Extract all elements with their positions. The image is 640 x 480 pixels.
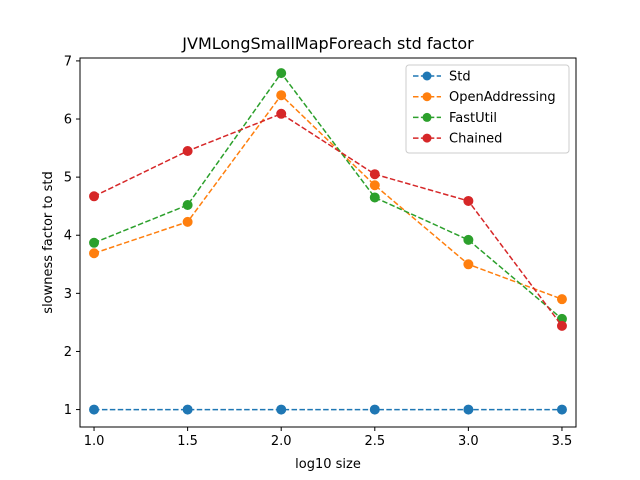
y-tick-label: 6 [64,113,72,128]
data-point-openaddressing [182,216,193,227]
data-point-chained [556,320,567,331]
data-point-std [276,404,287,415]
y-tick-label: 1 [64,403,72,418]
series-line-fastutil [93,71,563,320]
data-point-chained [369,169,380,180]
data-point-std [89,404,100,415]
x-tick-label: 2.0 [271,434,292,449]
series-line-chained [93,112,563,327]
data-point-chained [89,191,100,202]
data-point-chained [182,145,193,156]
data-point-chained [276,108,287,119]
legend-swatch-marker [422,92,432,102]
legend-entry-fastutil: FastUtil [449,111,497,126]
data-point-openaddressing [369,180,380,191]
legend-swatch-marker [422,133,432,143]
y-tick-label: 5 [64,171,72,186]
legend-entry-chained: Chained [449,132,502,147]
data-point-std [182,404,193,415]
x-tick-label: 3.0 [458,434,479,449]
data-point-std [369,404,380,415]
y-tick-label: 4 [64,229,72,244]
data-point-openaddressing [463,259,474,270]
data-point-std [556,404,567,415]
plot-area [89,68,567,415]
data-point-chained [463,195,474,206]
legend-entry-std: Std [449,70,471,85]
data-point-fastutil [369,192,380,203]
x-tick-label: 2.5 [364,434,385,449]
data-point-fastutil [89,237,100,248]
data-point-openaddressing [276,90,287,101]
x-tick-label: 1.0 [84,434,105,449]
legend-box [405,64,570,154]
y-tick-label: 7 [64,54,72,69]
chart-title: JVMLongSmallMapForeach std factor [181,34,474,53]
data-point-openaddressing [89,248,100,259]
y-tick-label: 3 [64,287,72,302]
legend: Std OpenAddressing FastUtil Chained [405,64,570,154]
y-axis-label: slowness factor to std [41,171,56,313]
legend-swatch-marker [422,71,432,81]
x-tick-label: 3.5 [552,434,573,449]
data-point-fastutil [182,200,193,211]
axis-ticks: 1.0 1.5 2.0 2.5 3.0 3.5 1 2 3 4 5 6 7 [64,54,573,449]
y-tick-label: 2 [64,345,72,360]
data-point-fastutil [463,234,474,245]
series-line-openaddressing [93,94,563,300]
x-axis-label: log10 size [295,457,361,472]
data-point-fastutil [276,68,287,79]
legend-entry-openaddressing: OpenAddressing [449,90,556,105]
data-point-std [463,404,474,415]
data-point-openaddressing [556,294,567,305]
legend-swatch-marker [422,112,432,122]
x-tick-label: 1.5 [177,434,198,449]
plot-frame [79,57,577,428]
